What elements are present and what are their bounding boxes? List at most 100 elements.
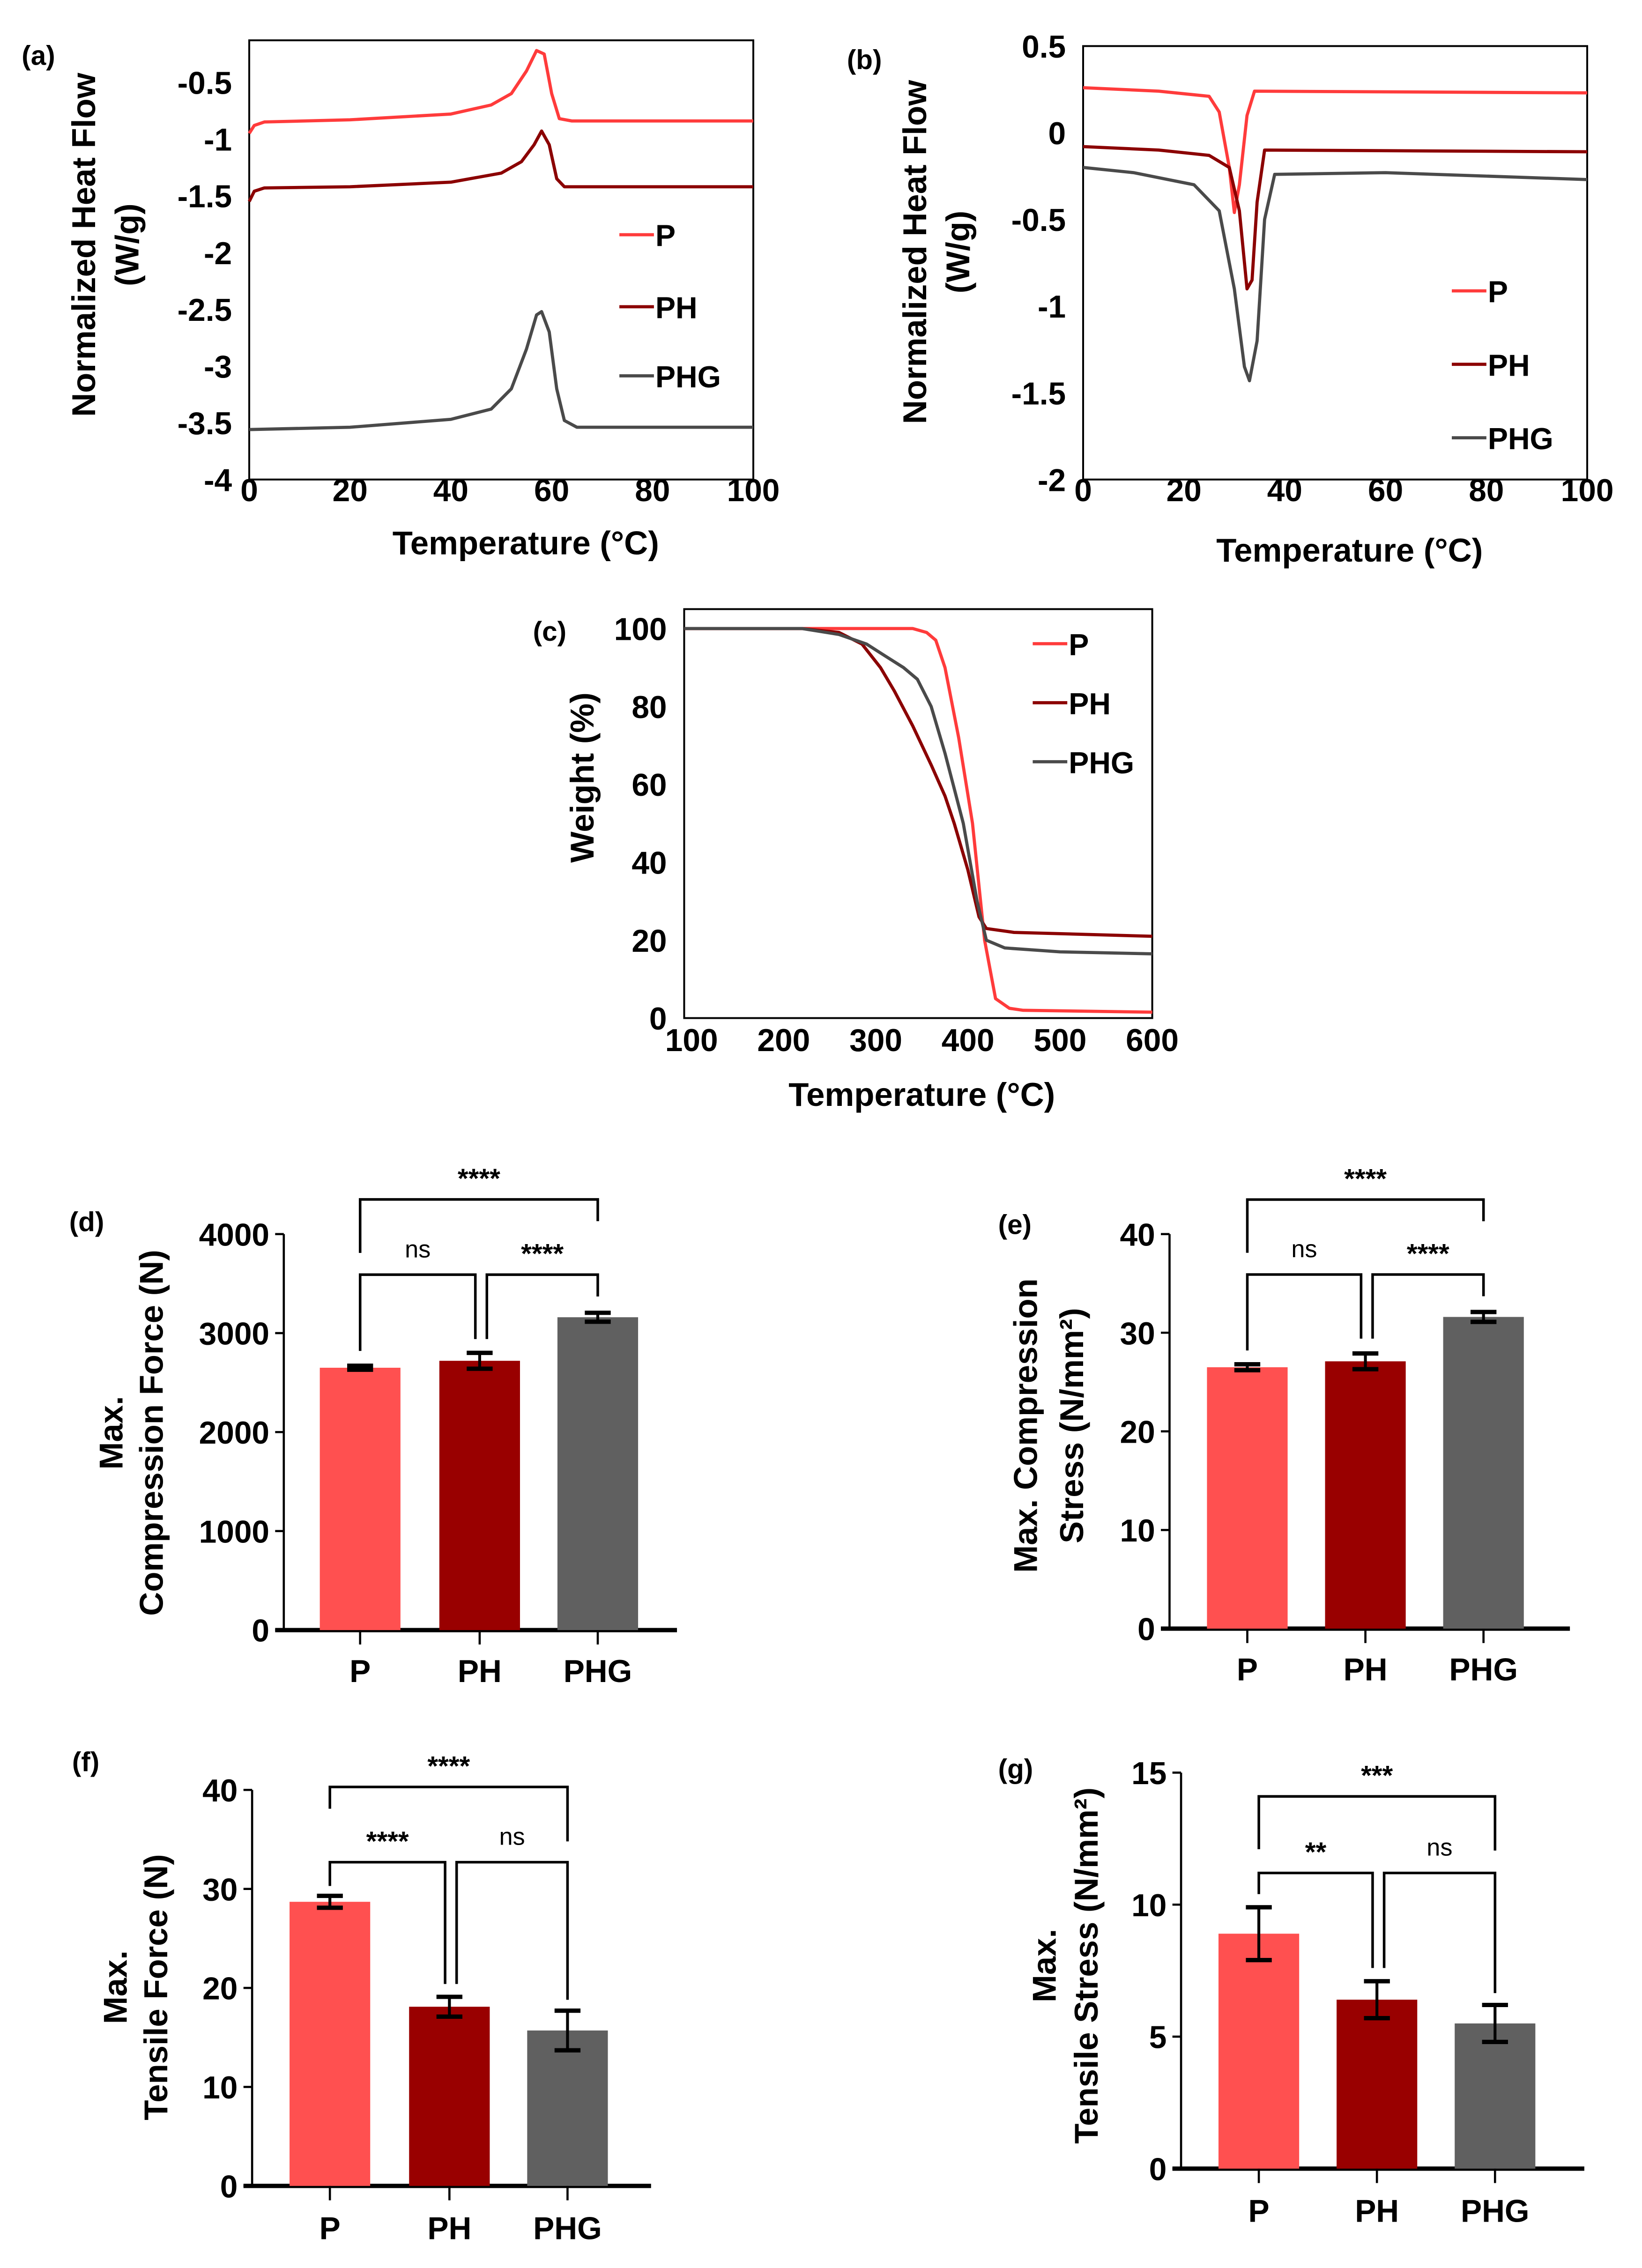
x-tick-label: 40: [433, 473, 468, 508]
y-tick-label: -3: [204, 349, 232, 385]
significance-label: ns: [1427, 1834, 1452, 1861]
panel-c: (c)Weight (%)100 200 300 400 500 600100806040…: [533, 608, 1179, 1113]
y-tick-label: -2: [204, 236, 232, 271]
x-axis-title: Temperature (°C): [788, 1076, 1055, 1113]
y-tick-label: 3000: [199, 1317, 269, 1352]
legend-label: PH: [1488, 348, 1530, 382]
y-tick-label: -2: [1038, 463, 1066, 498]
significance-label: ns: [1291, 1236, 1317, 1263]
plot-frame: [1082, 45, 1589, 481]
series-line-P: [248, 49, 754, 134]
y-tick-label: 0: [649, 1001, 667, 1037]
bar-PHG: [527, 2030, 608, 2186]
series-line-PHG: [1083, 166, 1588, 383]
significance-label: ****: [458, 1164, 500, 1194]
x-tick-label: PHG: [533, 2211, 602, 2246]
x-tick-label: 20: [333, 473, 368, 508]
x-tick-label: PH: [1344, 1653, 1388, 1688]
y-tick-label: 100: [614, 612, 667, 647]
legend-label: PHG: [1069, 746, 1134, 780]
legend-label: P: [655, 219, 676, 253]
panel-g: (g) Max. Tensile Stress (N/mm²) 0 5 10 15 P PH PH…: [998, 1754, 1584, 2229]
y-tick-label: -1.5: [178, 179, 232, 215]
significance-bracket: [1371, 1273, 1485, 1339]
y-tick-label: -1.5: [1011, 376, 1066, 411]
panel-b: (b) Normalized Heat Flow (W/g) 0 20 40 60 80 100…: [847, 30, 1614, 569]
x-axis-title: Temperature (°C): [393, 525, 659, 562]
y-tick-label: 40: [1120, 1217, 1155, 1253]
bar-PH: [439, 1361, 520, 1631]
bar-P: [290, 1902, 371, 2186]
x-tick-label: 60: [534, 473, 569, 508]
series-line-PH: [247, 129, 754, 202]
bar-P: [1218, 1934, 1300, 2169]
y-tick-label: -3.5: [178, 406, 232, 441]
x-tick-label: 80: [635, 473, 670, 508]
y-axis-title: Max.: [92, 1396, 129, 1469]
x-tick-label: 20: [1166, 473, 1202, 508]
y-tick-label: 4000: [199, 1217, 269, 1253]
y-tick-label: -4: [204, 463, 232, 498]
significance-bracket: [485, 1273, 599, 1339]
bar-PHG: [1455, 2023, 1536, 2169]
y-tick-label: 40: [202, 1773, 238, 1808]
y-axis-title: Compression Force (N): [133, 1250, 170, 1616]
y-tick-label: 30: [1120, 1316, 1155, 1351]
panel-f: (f) Max. Tensile Force (N) 0 10 20 30 40 P PH PHG *…: [72, 1747, 651, 2246]
significance-label: ****: [1344, 1164, 1387, 1194]
y-axis-title: (W/g): [108, 203, 145, 286]
y-tick-label: 30: [202, 1872, 238, 1907]
panel-label: (d): [69, 1207, 104, 1238]
x-axis-title: Temperature (°C): [1216, 532, 1483, 569]
x-tick-label: 500: [1033, 1023, 1086, 1058]
bar-P: [319, 1367, 401, 1631]
x-tick-label: 400: [942, 1023, 995, 1058]
x-tick-label: PHG: [1461, 2194, 1530, 2229]
x-tick-label: PH: [427, 2211, 471, 2246]
y-tick-label: 0: [220, 2169, 238, 2204]
panel-label: (c): [533, 616, 566, 647]
y-axis-title: Max. Compression: [1007, 1278, 1044, 1573]
y-axis-title: Weight (%): [564, 692, 601, 863]
panel-e: (e) Max. Compression Stress (N/mm²) 0 10 20 30…: [998, 1164, 1570, 1688]
y-tick-label: 1000: [199, 1514, 269, 1549]
y-tick-label: -0.5: [1011, 203, 1066, 238]
bar-PH: [1337, 2000, 1418, 2169]
significance-label: ns: [499, 1823, 525, 1851]
x-tick-label: 100: [665, 1023, 718, 1058]
x-tick-label: P: [319, 2211, 341, 2246]
panel-label: (e): [998, 1210, 1032, 1240]
x-tick-label: 40: [1267, 473, 1302, 508]
y-tick-label: 0: [252, 1614, 269, 1649]
series-line-PHG: [684, 627, 1152, 956]
significance-label: ****: [427, 1751, 470, 1781]
x-tick-label: 0: [1074, 473, 1092, 508]
y-tick-label: 20: [632, 924, 667, 959]
series-line-PH: [1083, 145, 1588, 291]
significance-bracket: [358, 1198, 599, 1253]
panel-label: (g): [998, 1754, 1033, 1785]
x-tick-label: PHG: [564, 1654, 632, 1689]
y-tick-label: 0: [1048, 116, 1066, 151]
x-tick-label: 600: [1126, 1023, 1179, 1058]
x-tick-label: 60: [1368, 473, 1403, 508]
y-axis-title: (W/g): [939, 211, 976, 294]
y-axis-title: Stress (N/mm²): [1053, 1308, 1090, 1543]
y-axis-title: Tensile Force (N): [137, 1854, 174, 2120]
y-axis-title: Tensile Stress (N/mm²): [1068, 1787, 1105, 2144]
significance-bracket: [358, 1273, 477, 1351]
bar-PHG: [557, 1317, 639, 1631]
panel-a: (a) Normalized Heat Flow (W/g) 0 20 40 60 80 100…: [22, 39, 780, 562]
significance-bracket: [328, 1786, 569, 1842]
x-tick-label: 80: [1469, 473, 1504, 508]
x-tick-label: 200: [757, 1023, 810, 1058]
y-tick-label: 10: [1120, 1513, 1155, 1549]
x-tick-label: PH: [458, 1654, 502, 1689]
y-tick-label: 80: [632, 690, 667, 725]
significance-label: ***: [1361, 1761, 1393, 1791]
significance-label: **: [1305, 1837, 1327, 1868]
y-tick-label: -1: [204, 122, 232, 157]
significance-bracket: [1246, 1273, 1363, 1351]
significance-bracket: [1382, 1871, 1497, 1994]
